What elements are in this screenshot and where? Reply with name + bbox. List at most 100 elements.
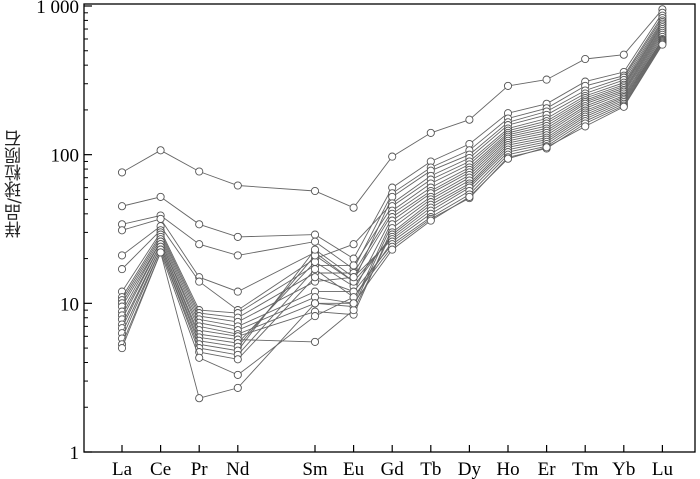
series-line <box>121 25 663 323</box>
series-line <box>121 23 663 319</box>
series-line <box>121 40 663 356</box>
data-point-sm <box>310 337 320 346</box>
series-1 <box>117 5 667 212</box>
y-tick-label: 1 000 <box>36 0 79 18</box>
data-point-tb <box>426 216 435 225</box>
series-line <box>121 17 663 293</box>
series-line <box>121 39 663 352</box>
data-point-er <box>542 75 551 84</box>
data-point-gd <box>388 152 397 161</box>
data-point-la <box>117 168 127 177</box>
data-point-la <box>117 265 127 274</box>
data-point-nd <box>233 232 242 241</box>
data-point-ce <box>156 214 165 223</box>
data-point-tm <box>581 122 590 131</box>
series-line <box>121 21 663 314</box>
data-point-ho <box>503 154 513 163</box>
x-tick-label-sm: Sm <box>302 459 328 479</box>
data-point-pr <box>195 353 204 362</box>
x-tick-label-er: Er <box>538 459 557 479</box>
data-point-yb <box>619 102 628 111</box>
series-line <box>121 15 663 270</box>
series-line <box>121 26 663 327</box>
data-point-eu <box>349 261 358 270</box>
series-line <box>121 9 663 209</box>
data-point-nd <box>233 287 242 296</box>
series-line <box>121 30 663 335</box>
data-point-pr <box>195 277 204 286</box>
series-line <box>121 20 663 311</box>
x-tick-label-ce: Ce <box>150 459 171 479</box>
series-line <box>121 32 663 337</box>
data-point-ce <box>156 192 165 201</box>
x-tick-label-dy: Dy <box>458 459 482 479</box>
x-tick-label-eu: Eu <box>343 459 365 479</box>
x-tick-label-gd: Gd <box>381 459 405 479</box>
plot-frame <box>83 3 696 453</box>
series-6 <box>117 17 667 318</box>
data-point-sm <box>310 230 320 239</box>
data-point-ho <box>503 81 513 90</box>
data-point-la <box>117 251 127 260</box>
data-point-tb <box>426 128 435 137</box>
data-point-pr <box>195 220 204 229</box>
y-tick-label: 10 <box>60 294 79 315</box>
data-point-nd <box>233 251 242 260</box>
data-point-sm <box>310 265 320 274</box>
data-point-dy <box>465 192 474 201</box>
series-line <box>121 43 663 376</box>
y-axis-label: 样品/球粒陨石 <box>5 130 25 238</box>
series-line <box>121 36 663 344</box>
data-point-eu <box>349 273 358 282</box>
series-layer <box>117 5 667 403</box>
y-tick-label: 1 <box>70 443 80 464</box>
data-point-eu <box>349 299 358 308</box>
data-point-pr <box>195 240 204 249</box>
data-point-nd <box>233 370 242 379</box>
data-point-nd <box>233 181 242 190</box>
data-point-tm <box>581 54 590 64</box>
x-tick-label-lu: Lu <box>652 459 674 479</box>
series-20 <box>117 40 667 403</box>
data-point-dy <box>465 115 474 124</box>
data-point-sm <box>310 299 320 308</box>
data-point-sm <box>310 186 320 196</box>
data-point-sm <box>310 237 320 246</box>
series-line <box>121 42 663 360</box>
data-point-la <box>117 226 127 235</box>
x-tick-label-ho: Ho <box>496 459 519 479</box>
x-tick-label-yb: Yb <box>612 459 635 479</box>
series-line <box>121 44 663 399</box>
y-tick-label: 100 <box>51 146 80 167</box>
data-point-la <box>117 202 127 211</box>
series-line <box>121 34 663 343</box>
x-tick-label-nd: Nd <box>226 459 250 479</box>
data-point-la <box>117 344 127 353</box>
series-line <box>121 12 663 260</box>
x-tick-label-la: La <box>112 459 133 479</box>
data-point-sm <box>310 273 320 282</box>
data-point-lu <box>658 40 667 49</box>
data-point-gd <box>388 245 397 254</box>
data-point-nd <box>233 355 242 364</box>
series-line <box>121 38 663 348</box>
data-point-pr <box>195 167 204 176</box>
data-point-eu <box>349 203 358 212</box>
data-point-er <box>542 143 551 152</box>
data-point-sm <box>310 312 320 321</box>
data-point-sm <box>310 245 320 254</box>
data-point-eu <box>349 240 358 249</box>
data-point-ce <box>156 146 165 155</box>
series-10 <box>117 24 667 335</box>
axes-layer: 1 10 100 1 000 La Ce Pr Nd Sm Eu Gd Tb Dy Ho Er Tm Yb Lu <box>36 0 696 479</box>
data-point-yb <box>619 50 628 59</box>
data-point-pr <box>195 394 204 403</box>
data-point-eu <box>349 306 358 315</box>
series-11 <box>117 26 667 339</box>
x-tick-label-tb: Tb <box>420 459 441 479</box>
data-point-nd <box>233 383 242 392</box>
x-tick-label-tm: Tm <box>572 459 599 479</box>
series-line <box>121 28 663 331</box>
x-tick-label-pr: Pr <box>191 459 209 479</box>
